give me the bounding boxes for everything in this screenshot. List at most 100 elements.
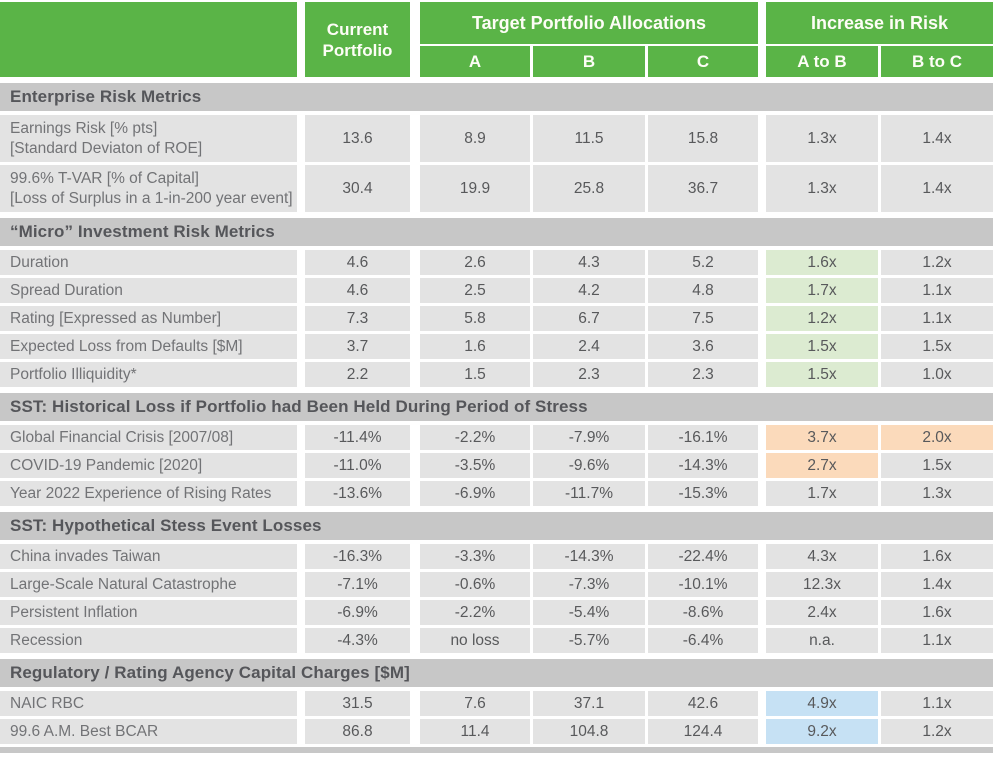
cell-b-to-c: 1.5x <box>881 334 993 359</box>
cell-current: 3.7 <box>305 334 410 359</box>
cell-a-to-b: 1.6x <box>766 250 878 275</box>
cell-current: -7.1% <box>305 572 410 597</box>
cell-c: 42.6 <box>648 691 758 716</box>
cell-b-to-c: 1.4x <box>881 115 993 162</box>
cell-c: -14.3% <box>648 453 758 478</box>
cell-a-to-b: 3.7x <box>766 425 878 450</box>
cell-a: 2.6 <box>420 250 530 275</box>
cell-b-to-c: 1.2x <box>881 719 993 744</box>
cell-b-to-c: 1.5x <box>881 453 993 478</box>
cell-a: -2.2% <box>420 600 530 625</box>
cell-b: -9.6% <box>533 453 645 478</box>
cell-a-to-b: 1.3x <box>766 165 878 212</box>
cell-c: -15.3% <box>648 481 758 506</box>
corner-block <box>0 2 297 77</box>
cell-b: 104.8 <box>533 719 645 744</box>
row-label-line1: Earnings Risk [% pts] <box>10 119 158 137</box>
cell-current: 4.6 <box>305 250 410 275</box>
cell-c: -8.6% <box>648 600 758 625</box>
cell-a-to-b: 4.3x <box>766 544 878 569</box>
cell-a: 1.6 <box>420 334 530 359</box>
row-label: Global Financial Crisis [2007/08] <box>0 425 297 450</box>
cell-a-to-b: 1.5x <box>766 362 878 387</box>
col-header-b-to-c: B to C <box>881 46 993 77</box>
row-label-line2: [Standard Deviaton of ROE] <box>10 139 203 157</box>
cell-current: 2.2 <box>305 362 410 387</box>
cell-c: 2.3 <box>648 362 758 387</box>
cell-a-to-b: 1.2x <box>766 306 878 331</box>
cell-c: 15.8 <box>648 115 758 162</box>
cell-current: 30.4 <box>305 165 410 212</box>
cell-c: 7.5 <box>648 306 758 331</box>
cell-current: -16.3% <box>305 544 410 569</box>
cell-a: -0.6% <box>420 572 530 597</box>
table-row: NAIC RBC 31.5 7.6 37.1 42.6 4.9x 1.1x <box>0 691 1003 716</box>
cell-a: 11.4 <box>420 719 530 744</box>
table-row: Rating [Expressed as Number] 7.3 5.8 6.7 7.5… <box>0 306 1003 331</box>
cell-c: -16.1% <box>648 425 758 450</box>
cell-a-to-b: n.a. <box>766 628 878 653</box>
row-label: Spread Duration <box>0 278 297 303</box>
cell-b-to-c: 1.6x <box>881 600 993 625</box>
row-label: Recession <box>0 628 297 653</box>
cell-a: 5.8 <box>420 306 530 331</box>
cell-a: 19.9 <box>420 165 530 212</box>
cell-a: 2.5 <box>420 278 530 303</box>
cell-b: 4.3 <box>533 250 645 275</box>
cell-current: 31.5 <box>305 691 410 716</box>
cell-c: 124.4 <box>648 719 758 744</box>
cell-a: -2.2% <box>420 425 530 450</box>
cell-c: 3.6 <box>648 334 758 359</box>
table-row: Portfolio Illiquidity* 2.2 1.5 2.3 2.3 1.5x 1.… <box>0 362 1003 387</box>
cell-a-to-b: 12.3x <box>766 572 878 597</box>
cell-b: -7.3% <box>533 572 645 597</box>
cell-c: -22.4% <box>648 544 758 569</box>
cell-a-to-b: 1.5x <box>766 334 878 359</box>
cell-b-to-c: 1.1x <box>881 278 993 303</box>
table-row: Earnings Risk [% pts] [Standard Deviaton … <box>0 115 1003 162</box>
row-label: NAIC RBC <box>0 691 297 716</box>
cell-current: 7.3 <box>305 306 410 331</box>
cell-b-to-c: 1.4x <box>881 165 993 212</box>
section-header: SST: Historical Loss if Portfolio had Be… <box>0 393 993 421</box>
cell-a-to-b: 4.9x <box>766 691 878 716</box>
cell-a-to-b: 2.4x <box>766 600 878 625</box>
cell-b-to-c: 1.4x <box>881 572 993 597</box>
table-row: Year 2022 Experience of Rising Rates -13.… <box>0 481 1003 506</box>
cell-b: -14.3% <box>533 544 645 569</box>
table-row: COVID-19 Pandemic [2020] -11.0% -3.5% -9.6%… <box>0 453 1003 478</box>
cell-b: 6.7 <box>533 306 645 331</box>
current-portfolio-header: Current Portfolio <box>305 2 410 77</box>
cell-b-to-c: 1.3x <box>881 481 993 506</box>
row-label-line1: 99.6% T-VAR [% of Capital] <box>10 169 199 187</box>
cell-b: 2.3 <box>533 362 645 387</box>
cell-a-to-b: 2.7x <box>766 453 878 478</box>
row-label: 99.6 A.M. Best BCAR <box>0 719 297 744</box>
cell-b: 2.4 <box>533 334 645 359</box>
row-label: 99.6% T-VAR [% of Capital] [Loss of Surpl… <box>0 165 297 212</box>
cell-b-to-c: 1.6x <box>881 544 993 569</box>
cell-c: 4.8 <box>648 278 758 303</box>
col-header-c: C <box>648 46 758 77</box>
cell-current: -11.4% <box>305 425 410 450</box>
cell-b-to-c: 1.1x <box>881 691 993 716</box>
row-label: Earnings Risk [% pts] [Standard Deviaton … <box>0 115 297 162</box>
row-label: Duration <box>0 250 297 275</box>
cell-b-to-c: 1.2x <box>881 250 993 275</box>
table-row: Global Financial Crisis [2007/08] -11.4% -… <box>0 425 1003 450</box>
cell-b: -7.9% <box>533 425 645 450</box>
cell-a: 1.5 <box>420 362 530 387</box>
row-label: Year 2022 Experience of Rising Rates <box>0 481 297 506</box>
cell-current: -6.9% <box>305 600 410 625</box>
row-label: COVID-19 Pandemic [2020] <box>0 453 297 478</box>
row-label: Expected Loss from Defaults [$M] <box>0 334 297 359</box>
table-row: Recession -4.3% no loss -5.7% -6.4% n.a. 1.1x <box>0 628 1003 653</box>
row-label-line2: [Loss of Surplus in a 1-in-200 year even… <box>10 189 293 207</box>
table-row: Persistent Inflation -6.9% -2.2% -5.4% -8.6%… <box>0 600 1003 625</box>
cell-a-to-b: 1.7x <box>766 278 878 303</box>
increase-in-risk-header: Increase in Risk <box>766 2 993 44</box>
cell-b: -11.7% <box>533 481 645 506</box>
section-header: “Micro” Investment Risk Metrics <box>0 218 993 246</box>
cell-b-to-c: 1.1x <box>881 628 993 653</box>
cell-b: 4.2 <box>533 278 645 303</box>
